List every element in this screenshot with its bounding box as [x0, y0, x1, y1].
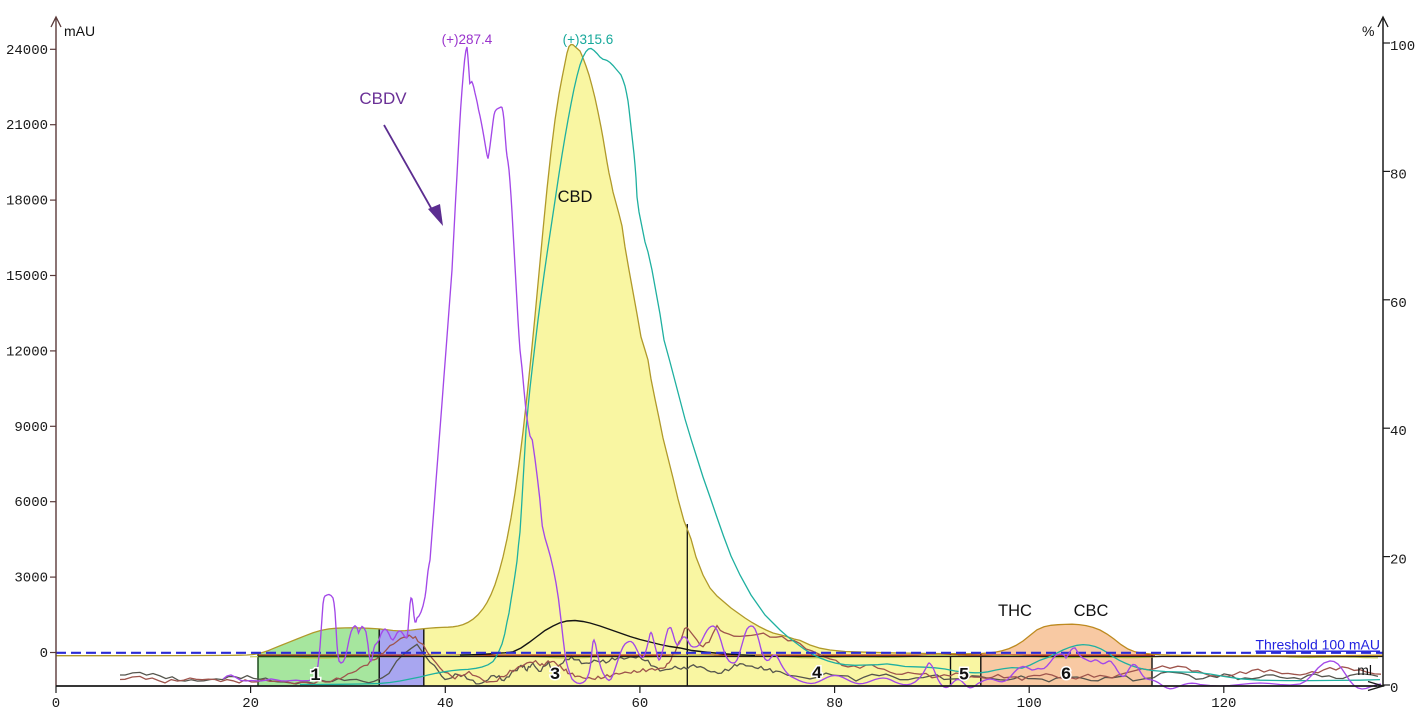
svg-text:40: 40 — [1390, 424, 1407, 440]
svg-text:(+)315.6: (+)315.6 — [563, 32, 614, 47]
svg-text:5: 5 — [959, 666, 970, 686]
svg-text:%: % — [1362, 23, 1374, 39]
svg-text:mAU: mAU — [64, 23, 95, 39]
svg-text:3: 3 — [550, 665, 561, 685]
svg-text:4: 4 — [812, 664, 823, 684]
svg-text:15000: 15000 — [6, 269, 48, 285]
svg-text:6000: 6000 — [14, 495, 48, 511]
svg-text:0: 0 — [40, 646, 48, 662]
svg-text:CBDV: CBDV — [359, 89, 407, 108]
svg-text:ml: ml — [1357, 662, 1372, 678]
svg-text:THC: THC — [998, 602, 1032, 620]
svg-text:9000: 9000 — [14, 420, 48, 436]
svg-text:20: 20 — [1390, 553, 1407, 569]
svg-text:Threshold 100 mAU: Threshold 100 mAU — [1255, 637, 1380, 653]
svg-text:0: 0 — [1390, 681, 1398, 697]
svg-text:40: 40 — [437, 696, 454, 712]
svg-text:80: 80 — [1390, 167, 1407, 183]
svg-text:100: 100 — [1390, 39, 1415, 55]
svg-text:24000: 24000 — [6, 43, 48, 59]
svg-text:6: 6 — [1061, 665, 1072, 685]
svg-text:100: 100 — [1017, 696, 1042, 712]
svg-text:120: 120 — [1211, 696, 1236, 712]
svg-text:18000: 18000 — [6, 194, 48, 210]
svg-text:3000: 3000 — [14, 571, 48, 587]
svg-text:60: 60 — [631, 696, 648, 712]
svg-text:20: 20 — [242, 696, 259, 712]
svg-text:CBC: CBC — [1074, 602, 1109, 620]
svg-text:21000: 21000 — [6, 118, 48, 134]
svg-text:CBD: CBD — [558, 188, 593, 206]
svg-text:60: 60 — [1390, 296, 1407, 312]
svg-text:0: 0 — [52, 696, 60, 712]
svg-text:1: 1 — [310, 666, 321, 686]
svg-text:12000: 12000 — [6, 344, 48, 360]
svg-text:80: 80 — [826, 696, 843, 712]
svg-text:(+)287.4: (+)287.4 — [442, 32, 493, 47]
